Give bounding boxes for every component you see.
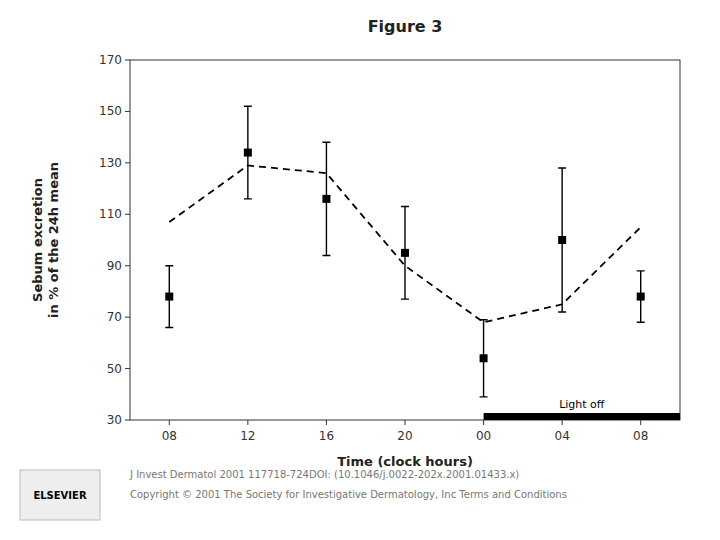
- y-tick-label: 30: [107, 413, 122, 427]
- y-axis-label-line: Sebum excretion: [30, 178, 45, 302]
- footer-note: J Invest Dermatol 2001 117718-724DOI: (1…: [129, 469, 519, 480]
- x-tick-label: 12: [240, 429, 255, 443]
- series-line: [169, 165, 640, 322]
- x-tick-label: 20: [397, 429, 412, 443]
- y-tick: [125, 420, 130, 421]
- annotation: Light off: [559, 398, 605, 411]
- plot-frame: [130, 60, 680, 420]
- x-tick: [247, 420, 248, 425]
- marker: [322, 195, 330, 203]
- y-tick: [125, 265, 130, 266]
- series: [169, 165, 640, 322]
- x-axis-label: Time (clock hours): [337, 454, 473, 469]
- data-layer: [165, 106, 680, 420]
- y-tick: [125, 317, 130, 318]
- error-bar: [637, 271, 645, 322]
- x-tick-label: 08: [162, 429, 177, 443]
- y-tick-label: 110: [99, 207, 122, 221]
- y-tick-label: 130: [99, 156, 122, 170]
- logo-box: [20, 470, 100, 520]
- axes: 30 50 70 90 110 130 150 170 08 12 16 20 00 04 08: [99, 53, 680, 443]
- logo-text: ELSEVIER: [33, 490, 87, 501]
- x-tick-label: 08: [633, 429, 648, 443]
- footer-note: Copyright © 2001 The Society for Investi…: [130, 489, 567, 500]
- error-bar: [480, 320, 488, 397]
- y-tick-label: 50: [107, 362, 122, 376]
- light-off-band: [484, 413, 680, 420]
- x-tick-label: 00: [476, 429, 491, 443]
- error-bar: [322, 142, 330, 255]
- y-tick: [125, 214, 130, 215]
- x-tick-label: 16: [319, 429, 334, 443]
- chart-title: Figure 3: [368, 17, 443, 36]
- y-tick: [125, 368, 130, 369]
- chart-svg: Figure 3 30 50 70 90 110 130 150 170 08 12 16 20 00 04…: [0, 0, 720, 540]
- marker: [637, 293, 645, 301]
- y-tick: [125, 60, 130, 61]
- x-tick-label: 04: [555, 429, 570, 443]
- chart-container: Figure 3 30 50 70 90 110 130 150 170 08 12 16 20 00 04…: [0, 0, 720, 540]
- y-tick: [125, 111, 130, 112]
- y-tick-label: 70: [107, 310, 122, 324]
- marker: [165, 293, 173, 301]
- series: [165, 106, 644, 397]
- y-axis-label-line: in % of the 24h mean: [46, 162, 61, 318]
- error-bar: [401, 207, 409, 300]
- error-bar: [244, 106, 252, 199]
- marker: [401, 249, 409, 257]
- x-tick: [405, 420, 406, 425]
- error-bar: [558, 168, 566, 312]
- marker: [480, 354, 488, 362]
- y-axis-label: Sebum excretionin % of the 24h mean: [30, 162, 61, 318]
- error-bar: [165, 266, 173, 328]
- y-tick-label: 90: [107, 259, 122, 273]
- y-tick: [125, 162, 130, 163]
- y-tick-label: 150: [99, 104, 122, 118]
- x-tick: [640, 420, 641, 425]
- x-tick: [326, 420, 327, 425]
- y-tick-label: 170: [99, 53, 122, 67]
- x-tick: [483, 420, 484, 425]
- x-tick: [562, 420, 563, 425]
- marker: [558, 236, 566, 244]
- marker: [244, 149, 252, 157]
- x-tick: [169, 420, 170, 425]
